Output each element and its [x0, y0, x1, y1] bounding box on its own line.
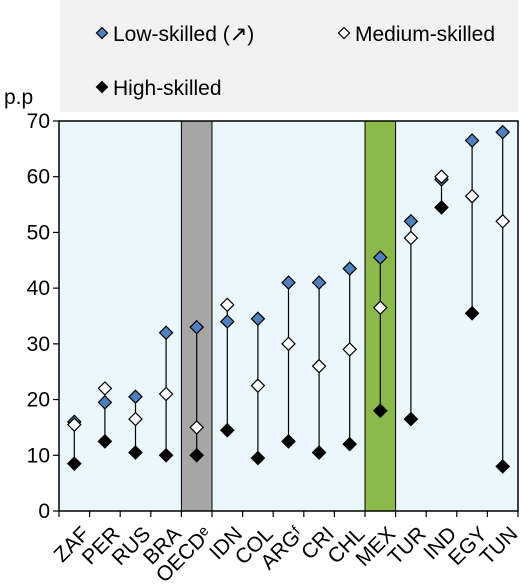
marker-medium-skilled-col: [250, 378, 266, 393]
marker-high-skilled-rus: [128, 445, 143, 460]
marker-low-skilled-per: [97, 395, 113, 410]
marker-medium-skilled-per: [97, 381, 113, 396]
marker-low-skilled-tur: [403, 213, 419, 229]
marker-low-skilled-rus: [128, 389, 143, 405]
marker-medium-skilled-rus: [128, 411, 143, 427]
y-tick-label-0: 0: [38, 500, 50, 523]
marker-low-skilled-mex: [372, 250, 388, 265]
marker-medium-skilled-oecde: [189, 420, 205, 435]
marker-medium-skilled-cri: [311, 358, 327, 374]
data-markers: [66, 124, 511, 474]
marker-low-skilled-bra: [158, 325, 174, 341]
y-tick-label-30: 30: [27, 333, 50, 356]
marker-low-skilled-chl: [342, 261, 358, 276]
marker-medium-skilled-idn: [219, 297, 235, 313]
plot-frame: [58, 120, 519, 512]
legend-label-high-skilled: High-skilled: [113, 77, 222, 100]
marker-medium-skilled-mex: [372, 300, 388, 315]
marker-low-skilled-argf: [281, 275, 296, 290]
marker-medium-skilled-egy: [464, 188, 480, 204]
legend-label-medium-skilled: Medium-skilled: [355, 23, 495, 46]
marker-high-skilled-mex: [372, 403, 388, 419]
y-axis: 0 10 20 30 40 50 60 70: [27, 110, 59, 523]
x-axis: ZAFPERRUSBRAOECDᵉIDNCOLARGᶠCRICHLMEXTURI…: [50, 511, 521, 584]
y-axis-label: p.p: [4, 86, 33, 109]
marker-high-skilled-egy: [464, 305, 480, 321]
marker-high-skilled-per: [97, 434, 113, 449]
marker-high-skilled-chl: [342, 436, 358, 452]
marker-medium-skilled-zaf: [66, 417, 82, 432]
marker-medium-skilled-tur: [403, 230, 419, 246]
marker-high-skilled-ind: [434, 200, 449, 215]
marker-high-skilled-col: [250, 450, 266, 466]
legend-background: [60, 0, 518, 112]
y-tick-label-50: 50: [27, 221, 50, 244]
marker-high-skilled-oecde: [189, 447, 205, 463]
y-tick-label-60: 60: [27, 166, 50, 189]
y-tick-label-10: 10: [27, 444, 50, 467]
marker-high-skilled-idn: [219, 422, 235, 438]
marker-high-skilled-bra: [158, 447, 174, 463]
marker-medium-skilled-bra: [158, 386, 174, 402]
marker-medium-skilled-ind: [434, 169, 449, 185]
marker-low-skilled-cri: [311, 275, 327, 290]
marker-high-skilled-tur: [403, 411, 419, 427]
marker-high-skilled-cri: [311, 445, 327, 460]
marker-low-skilled-col: [250, 311, 266, 327]
marker-high-skilled-zaf: [66, 456, 82, 471]
marker-high-skilled-argf: [281, 434, 296, 449]
marker-medium-skilled-argf: [281, 336, 296, 352]
y-tick-label-40: 40: [27, 277, 50, 300]
legend: Low-skilled (↗) Medium-skilled High-skille…: [95, 23, 495, 100]
marker-low-skilled-idn: [219, 314, 235, 329]
marker-low-skilled-egy: [464, 133, 480, 148]
legend-label-low-skilled: Low-skilled (↗): [113, 23, 254, 46]
legend-marker-high-skilled: [95, 80, 109, 94]
marker-low-skilled-tun: [495, 124, 511, 140]
marker-low-skilled-oecde: [189, 319, 205, 335]
marker-high-skilled-tun: [495, 459, 511, 474]
marker-medium-skilled-chl: [342, 342, 358, 357]
legend-marker-medium-skilled: [337, 26, 351, 40]
legend-marker-low-skilled: [95, 26, 109, 40]
y-tick-label-20: 20: [27, 389, 50, 412]
y-tick-label-70: 70: [27, 110, 50, 133]
marker-medium-skilled-tun: [495, 213, 511, 229]
